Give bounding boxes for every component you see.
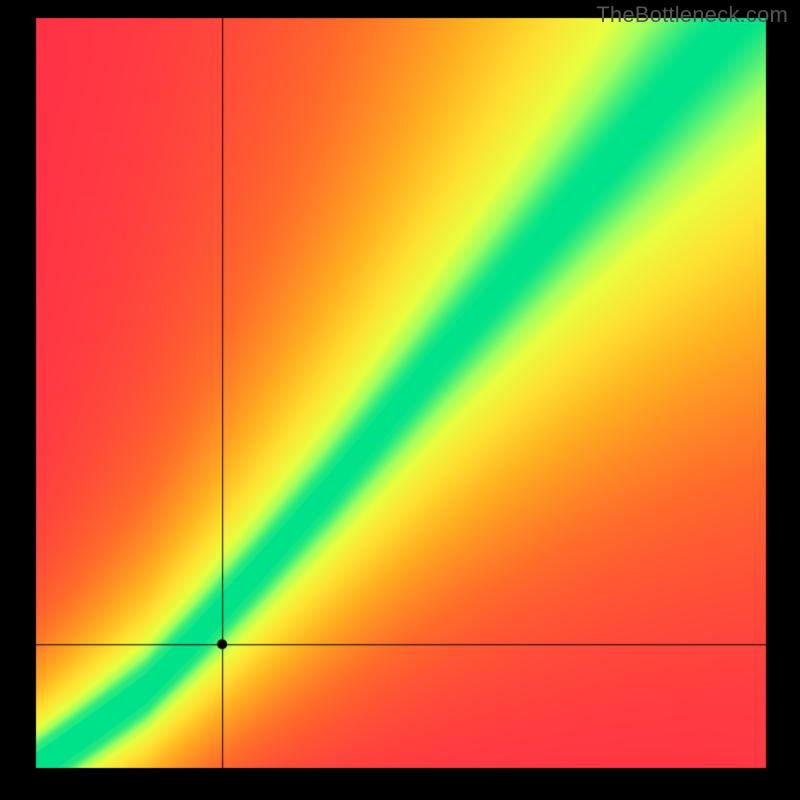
chart-container: TheBottleneck.com — [0, 0, 800, 800]
watermark-text: TheBottleneck.com — [596, 2, 788, 28]
bottleneck-heatmap — [0, 0, 800, 800]
